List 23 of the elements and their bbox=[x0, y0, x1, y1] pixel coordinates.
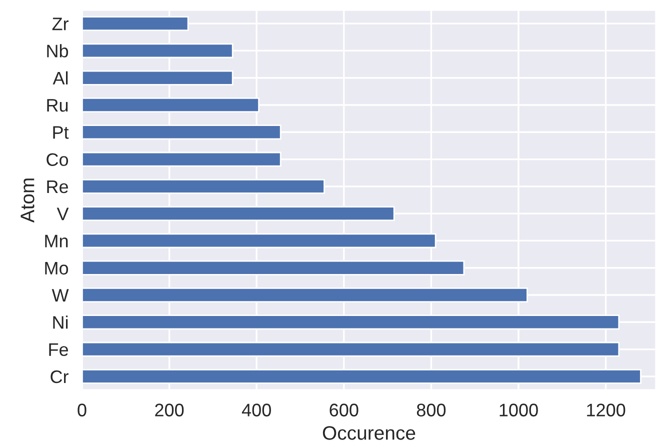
y-tick-label: Co bbox=[46, 153, 68, 166]
y-tick-label: Zr bbox=[52, 18, 69, 30]
y-tick-label: Mn bbox=[45, 234, 68, 248]
x-tick-label: 800 bbox=[416, 404, 446, 416]
x-tick-label: 1000 bbox=[500, 404, 538, 416]
y-tick-label: Ru bbox=[47, 99, 68, 112]
y-tick-label: Cr bbox=[50, 370, 69, 384]
x-tick-label: 400 bbox=[242, 404, 271, 416]
y-tick-label: W bbox=[52, 289, 69, 302]
x-tick-label: 200 bbox=[155, 404, 184, 416]
y-tick-label: V bbox=[56, 208, 69, 220]
x-tick-label: 1200 bbox=[587, 404, 626, 416]
y-tick-label: Al bbox=[52, 71, 68, 84]
y-tick-label: Mo bbox=[45, 262, 68, 275]
y-tick-label: Fe bbox=[49, 343, 68, 356]
y-tick-label: Ni bbox=[53, 316, 68, 329]
x-tick-label: 600 bbox=[330, 404, 358, 416]
y-axis-title: Atom bbox=[20, 178, 34, 223]
y-tick-label: Pt bbox=[53, 126, 69, 139]
x-tick-label: 0 bbox=[78, 404, 86, 416]
y-tick-label: Re bbox=[47, 180, 68, 194]
y-tick-label: Nb bbox=[47, 44, 68, 58]
x-axis-title: Occurence bbox=[322, 426, 416, 440]
